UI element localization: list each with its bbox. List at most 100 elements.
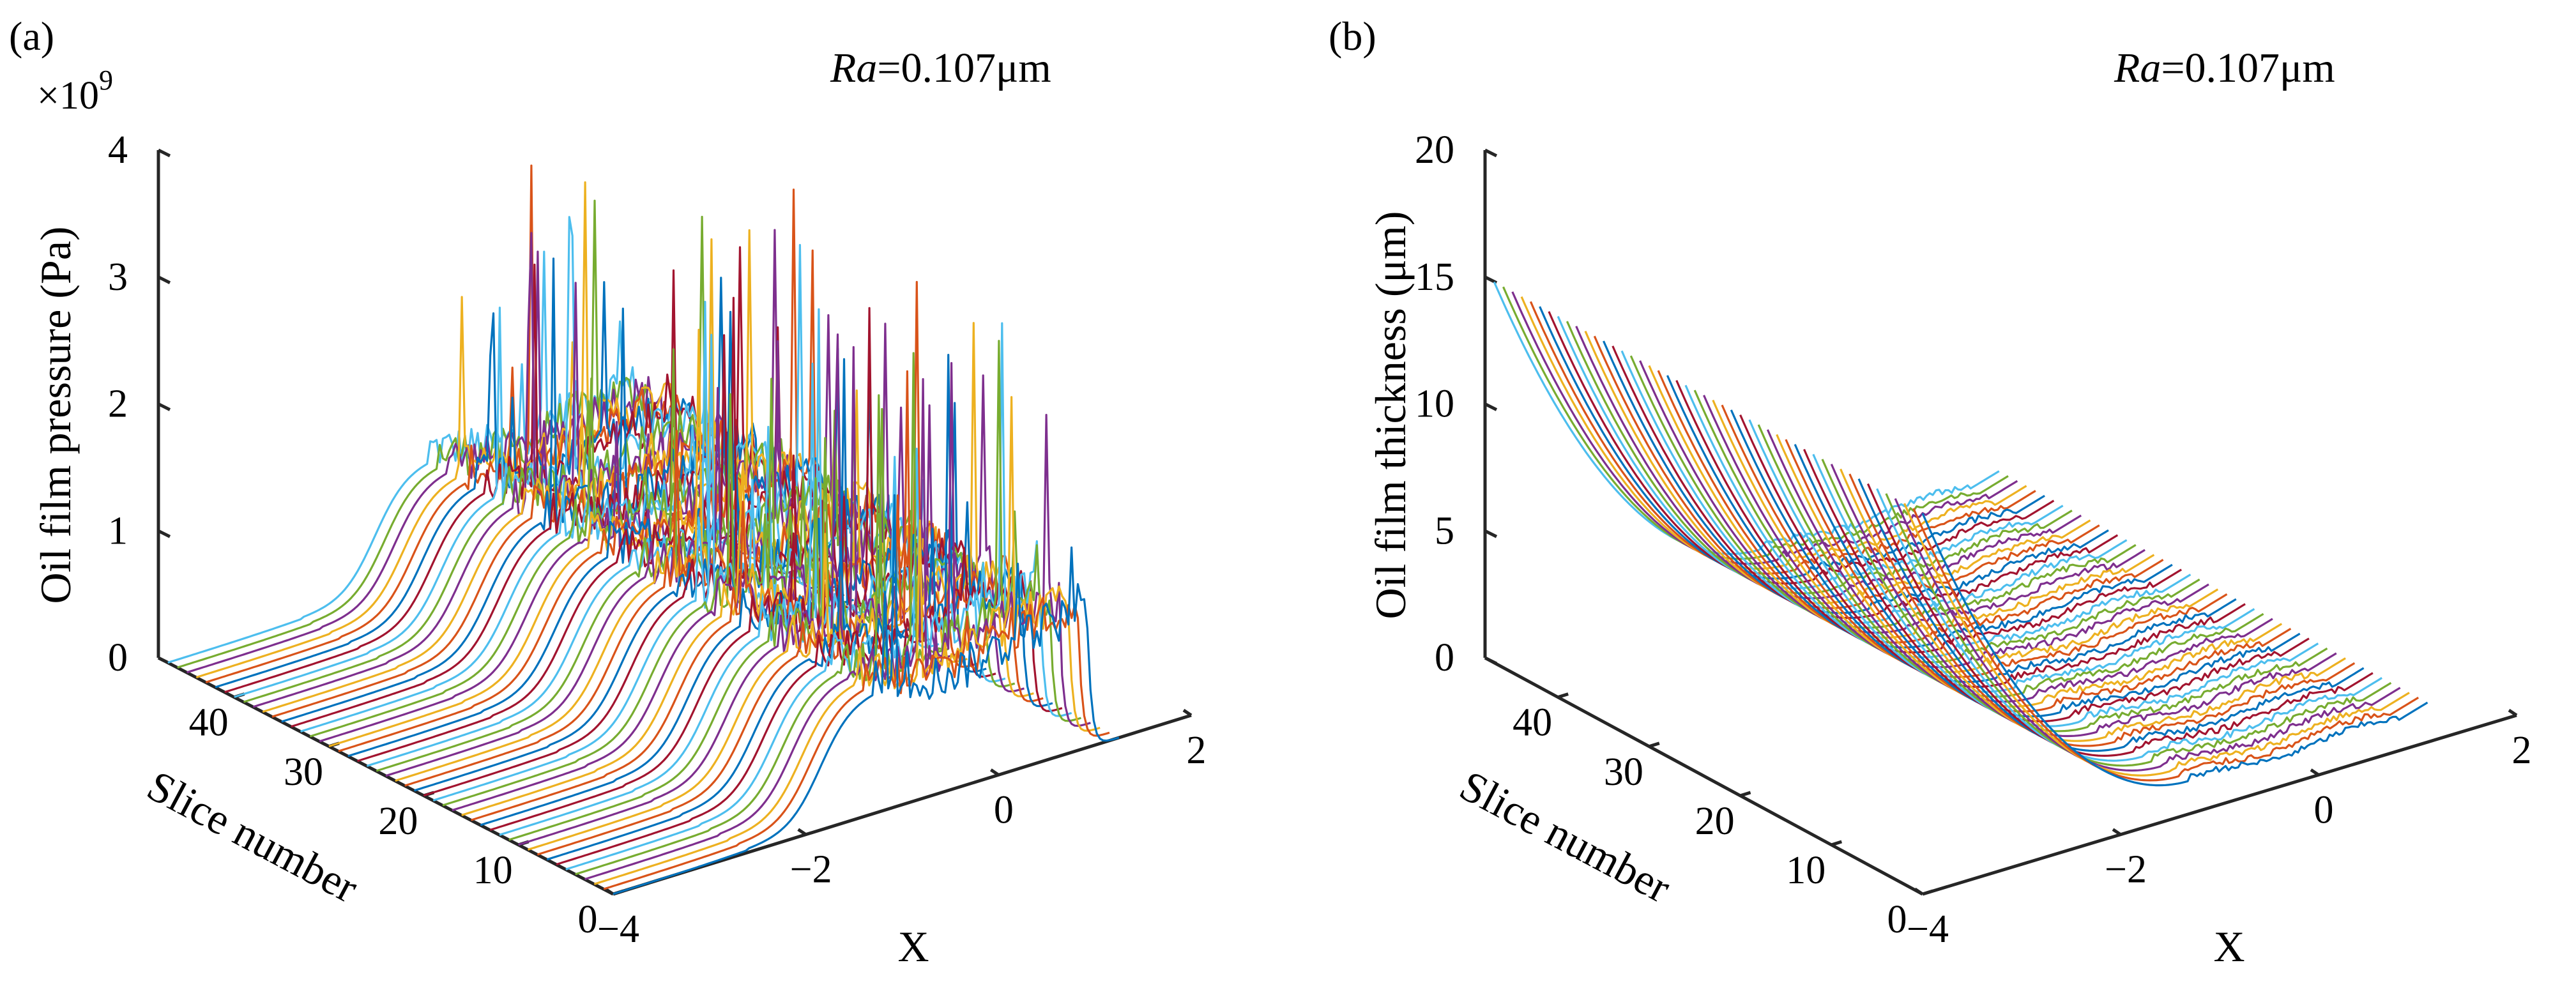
series-slice-4 [1885,493,2392,767]
slice-tick-label: 30 [1604,750,1643,794]
series-slice-7 [1857,478,2365,752]
slice-tick-label: 0 [578,898,598,941]
series-slice-37 [1584,330,2091,604]
series-slice-21 [1730,409,2237,683]
panel-a-ylabel: Slice number [140,761,366,912]
z-tick-label: 5 [1435,509,1454,552]
series-slice-7 [546,354,1053,861]
series-slice-40 [234,216,740,698]
series-slice-10 [518,333,1025,846]
series-slice-14 [480,358,987,826]
slice-tick-label: 10 [1786,849,1825,892]
panel-b-ra-italic: Ra [2114,45,2161,91]
z-tick-label: 3 [108,255,128,299]
series-slice-30 [328,229,835,748]
x-tick-label: −2 [2105,848,2147,892]
panel-b-slice-axis [1484,656,1924,896]
series-slice-22 [1721,404,2228,678]
series-slice-31 [319,229,826,743]
series-slice-33 [1620,350,2128,624]
series-slice-3 [584,361,1091,881]
series-slice-17 [1766,429,2273,703]
x-tick [2508,708,2518,717]
series-slice-31 [1639,360,2145,634]
series-slice-1 [603,597,1110,890]
z-tick [1484,402,1498,411]
series-slice-9 [1840,468,2346,742]
series-slice-47 [1493,281,2000,555]
slice-tick-label: 20 [378,800,418,843]
series-slice-41 [224,263,731,694]
x-tick-label: 2 [1187,729,1207,772]
series-slice-39 [1566,321,2073,595]
series-slice-40 [1557,315,2064,589]
series-slice-25 [376,348,883,772]
series-slice-13 [1803,448,2310,722]
series-slice-24 [1703,395,2209,669]
panel-b-xlabel: X [2213,922,2244,971]
series-slice-46 [177,199,683,669]
series-slice-38 [1575,326,2082,600]
series-slice-20 [1739,414,2246,688]
panel-a-xlabel: X [897,922,929,971]
x-tick-label: 0 [2314,788,2334,832]
series-slice-3 [1894,498,2401,772]
series-slice-42 [1539,306,2045,580]
panel-a-exponent-label: ×109 [37,65,113,118]
series-slice-44 [195,181,703,679]
z-tick [1484,656,1498,665]
x-tick [604,887,614,896]
series-slice-32 [1629,355,2137,629]
x-tick-label: −4 [1907,908,1949,951]
series-slice-45 [1511,291,2018,565]
series-slice-30 [1648,365,2155,639]
series-slice-44 [1520,296,2027,570]
z-tick-label: 0 [108,636,128,680]
series-slice-0 [613,494,1120,895]
panel-a-zlabel: Oil film pressure (Pa) [31,226,80,604]
series-slice-43 [1529,301,2036,575]
series-slice-41 [1548,311,2055,585]
x-tick [1914,887,1924,896]
panel-b-series [1493,281,2428,787]
series-slice-43 [205,164,712,683]
panel-b-roughness-annotation: Ra=0.107μm [2114,45,2335,91]
z-tick-label: 20 [1415,128,1454,172]
series-slice-46 [1502,286,2009,560]
z-tick [157,275,171,284]
panel-a-x-axis [613,713,1192,896]
z-tick-label: 4 [108,128,128,172]
series-slice-34 [1612,346,2119,619]
slice-tick-label: 20 [1695,800,1735,843]
series-slice-16 [461,362,968,816]
series-slice-1 [1912,508,2420,782]
slice-tick [1922,889,1933,896]
z-tick [157,148,171,158]
x-tick [1182,708,1193,717]
z-tick [1484,529,1498,538]
series-slice-2 [1903,503,2410,777]
x-tick-label: 2 [2512,729,2532,772]
series-slice-29 [1657,370,2164,644]
series-slice-23 [1712,399,2219,673]
x-tick [989,768,1000,777]
series-slice-42 [215,281,722,688]
series-slice-15 [1785,439,2292,713]
slice-tick [1831,840,1843,847]
panel-b-ticks: 0 5 10 15 20 0 10 20 30 40 −4 −2 0 2 [1415,128,2532,951]
z-tick [157,529,171,538]
slice-tick [1649,741,1660,749]
z-tick-label: 0 [1435,636,1454,680]
series-slice-16 [1776,434,2283,708]
series-slice-25 [1693,390,2200,664]
series-slice-28 [1666,375,2173,649]
series-slice-39 [243,215,750,703]
series-slice-8 [1848,473,2356,747]
series-slice-19 [1748,419,2255,693]
z-tick-label: 10 [1415,383,1454,426]
series-slice-27 [1675,379,2183,654]
slice-tick-label: 30 [284,750,323,794]
series-slice-35 [1603,340,2109,614]
series-slice-26 [1684,384,2191,658]
